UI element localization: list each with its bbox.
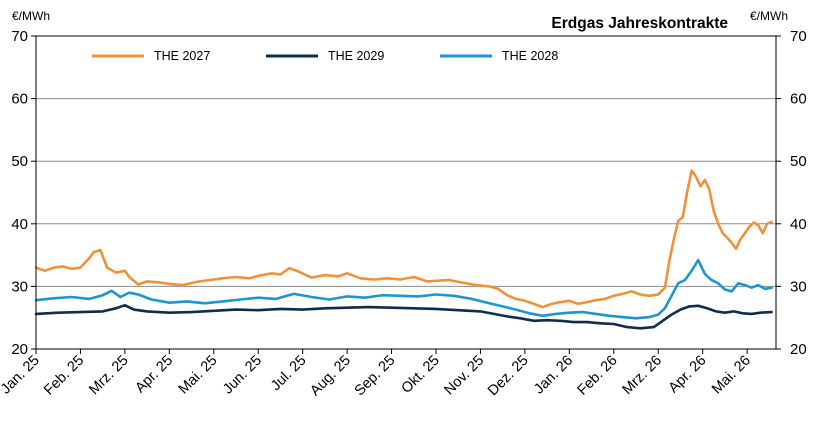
y-tick-label-left: 70 <box>11 28 28 45</box>
y-tick-label-left: 30 <box>11 278 28 295</box>
x-tick-label: Feb. 26 <box>575 353 621 399</box>
unit-label-left: €/MWh <box>12 9 50 23</box>
x-tick-label: Dez. 25 <box>485 353 532 400</box>
y-axis-left-ticks: 20 30 40 50 60 70 <box>11 28 36 358</box>
x-tick-label: Sep. 25 <box>352 353 399 400</box>
y-tick-label-right: 40 <box>790 216 807 233</box>
y-tick-label-right: 70 <box>790 28 807 45</box>
x-tick-label: Nov. 25 <box>441 353 487 399</box>
legend-label-the-2029: THE 2029 <box>328 49 384 63</box>
x-tick-label: Apr. 26 <box>666 353 710 397</box>
y-tick-label-left: 40 <box>11 216 28 233</box>
axes <box>35 35 777 350</box>
y-tick-label-left: 20 <box>11 341 28 358</box>
legend-label-the-2028: THE 2028 <box>502 49 558 63</box>
y-tick-label-right: 60 <box>790 91 807 108</box>
x-tick-label: Mrz. 26 <box>620 353 665 398</box>
y-tick-label-right: 20 <box>790 341 807 358</box>
x-tick-label: Feb. 25 <box>41 353 87 399</box>
x-tick-label: Jul. 25 <box>268 353 310 395</box>
series-line-the-2028 <box>34 258 773 320</box>
y-tick-label-right: 50 <box>790 153 807 170</box>
legend: THE 2027 THE 2029 THE 2028 <box>92 49 558 63</box>
series-layer <box>34 169 773 330</box>
unit-label-right: €/MWh <box>750 9 788 23</box>
y-tick-label-left: 50 <box>11 153 28 170</box>
plot-frame <box>35 35 777 350</box>
gridlines <box>36 98 776 287</box>
series-line-the-2029 <box>34 303 773 330</box>
x-tick-label: Jan. 26 <box>531 353 576 398</box>
x-tick-label: Apr. 25 <box>132 353 176 397</box>
y-tick-label-right: 30 <box>790 278 807 295</box>
x-tick-label: Mrz. 25 <box>86 353 131 398</box>
legend-label-the-2027: THE 2027 <box>154 49 210 63</box>
y-tick-label-left: 60 <box>11 91 28 108</box>
chart-title: Erdgas Jahreskontrakte <box>551 15 728 32</box>
series-line-the-2027 <box>34 169 773 309</box>
x-tick-label: Mai. 26 <box>709 353 754 398</box>
x-tick-label: Okt. 25 <box>398 353 442 397</box>
y-axis-right-ticks: 20 30 40 50 60 70 <box>776 28 807 358</box>
x-tick-label: Mai. 25 <box>176 353 221 398</box>
x-tick-label: Jan. 25 <box>0 353 43 398</box>
x-tick-label: Jun. 25 <box>220 353 265 398</box>
x-tick-label: Aug. 25 <box>307 353 354 400</box>
